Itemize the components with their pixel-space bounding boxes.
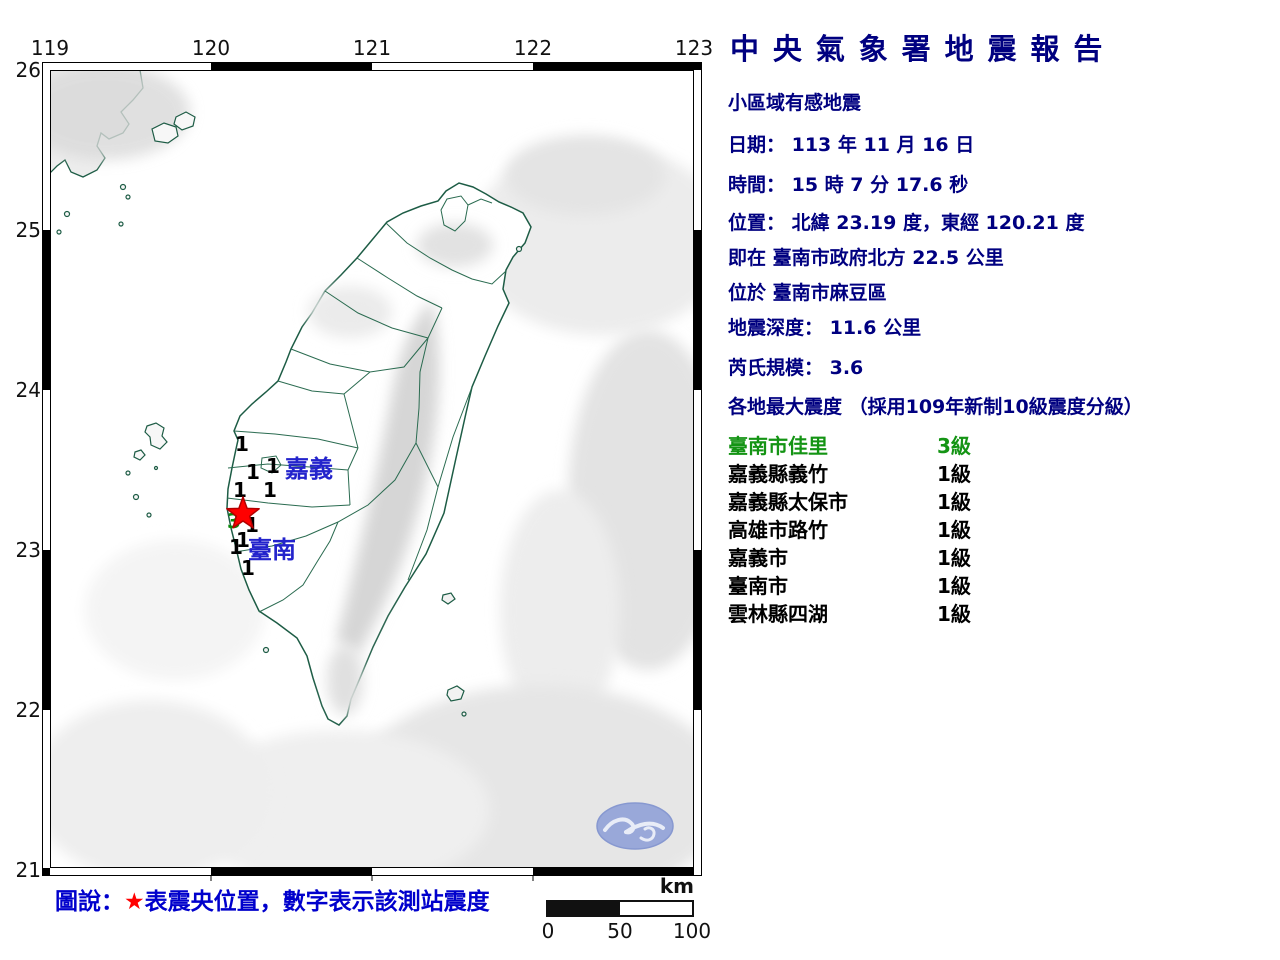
city-labels: 嘉義 臺南 — [248, 455, 333, 564]
report-depth-line: 地震深度： 11.6 公里 — [728, 317, 922, 339]
station-row: 嘉義縣太保市 1級 — [728, 486, 1248, 514]
lat-tick-label: 26 — [16, 58, 41, 82]
station-row: 雲林縣四湖 1級 — [728, 598, 1248, 626]
station-row: 臺南市佳里 3級 — [728, 430, 1248, 458]
lon-tick-label: 119 — [31, 36, 69, 60]
legend-text: 表震央位置，數字表示該測站震度 — [144, 889, 490, 915]
map-station-intensity: 1 — [235, 432, 249, 456]
star-icon: ★ — [124, 889, 145, 915]
terrain-shading — [308, 223, 493, 715]
station-name: 雲林縣四湖 — [728, 602, 828, 626]
longitude-axis-labels: 119 120 121 122 123 — [31, 36, 713, 60]
station-row: 高雄市路竹 1級 — [728, 514, 1248, 542]
minor-islands — [262, 245, 523, 717]
county-boundaries — [226, 195, 507, 613]
penghu-islands — [125, 422, 168, 518]
map-station-intensity: 1 — [263, 478, 277, 502]
station-intensity: 1級 — [937, 518, 971, 542]
lat-tick-label: 24 — [16, 378, 41, 402]
latitude-axis-labels: 26 25 24 23 22 21 — [16, 58, 41, 882]
report-subtitle: 小區域有感地震 — [728, 92, 862, 114]
station-intensity: 1級 — [937, 574, 971, 598]
station-intensity: 1級 — [937, 462, 971, 486]
scalebar-tick-0: 0 — [541, 919, 555, 943]
lon-tick-label: 122 — [514, 36, 552, 60]
map-frame — [42, 62, 702, 881]
map-station-intensity: 1 — [246, 460, 260, 484]
lat-tick-label: 22 — [16, 698, 41, 722]
station-intensity: 3級 — [937, 434, 971, 458]
scalebar-tick-100: 100 — [672, 919, 712, 943]
map-station-intensity: 1 — [229, 535, 243, 559]
map-station-intensity: 1 — [241, 556, 255, 580]
station-intensity-table: 臺南市佳里 3級 嘉義縣義竹 1級 嘉義縣太保市 1級 高雄市路竹 1級 嘉義市 1級 臺南市 1級雲… — [728, 430, 1248, 626]
station-intensity-marks: 1111131111 — [227, 432, 280, 580]
map-station-intensity: 1 — [266, 454, 280, 478]
station-row: 嘉義市 1級 — [728, 542, 1248, 570]
scalebar-bar-filled — [548, 902, 620, 915]
legend-prefix: 圖說： — [55, 889, 124, 915]
map-legend: 圖說：★表震央位置，數字表示該測站震度 — [55, 882, 490, 916]
lat-tick-label: 23 — [16, 538, 41, 562]
station-name: 臺南市 — [728, 574, 788, 598]
lon-tick-label: 123 — [675, 36, 713, 60]
report-time-line: 時間： 15 時 7 分 17.6 秒 — [728, 174, 969, 196]
station-name: 嘉義縣太保市 — [728, 490, 848, 514]
map-station-intensity: 1 — [233, 478, 247, 502]
report-district-line: 位於 臺南市麻豆區 — [728, 282, 887, 304]
report-magnitude-line: 芮氏規模： 3.6 — [728, 357, 864, 379]
lon-tick-label: 121 — [353, 36, 391, 60]
lat-tick-label: 21 — [16, 858, 41, 882]
report-date-line: 日期： 113 年 11 月 16 日 — [728, 134, 975, 156]
epicenter-star-icon — [226, 496, 260, 529]
map-station-intensity: 1 — [236, 528, 250, 552]
station-row: 嘉義縣義竹 1級 — [728, 458, 1248, 486]
scalebar-tick-50: 50 — [607, 919, 633, 943]
city-label-tainan: 臺南 — [248, 536, 296, 564]
station-name: 嘉義縣義竹 — [728, 462, 828, 486]
kinmen-islands — [56, 111, 196, 235]
lat-tick-label: 25 — [16, 218, 41, 242]
station-intensity: 1級 — [937, 602, 971, 626]
report-relative-line: 即在 臺南市政府北方 22.5 公里 — [728, 247, 1004, 269]
map-content: 1111131111 嘉義 臺南 — [50, 70, 694, 868]
station-row: 臺南市 1級 — [728, 570, 1248, 598]
scalebar-unit: km — [659, 874, 694, 898]
map-scalebar: km 0 50 100 — [542, 874, 711, 943]
taiwan-map: 1111131111 嘉義 臺南 — [16, 36, 714, 882]
scalebar-bar — [546, 900, 694, 917]
station-name: 臺南市佳里 — [728, 434, 828, 458]
lon-tick-label: 120 — [192, 36, 230, 60]
station-name: 高雄市路竹 — [728, 518, 828, 542]
station-intensity: 1級 — [937, 546, 971, 570]
station-name: 嘉義市 — [728, 546, 788, 570]
scalebar-ticks: 0 50 100 — [542, 917, 711, 943]
report-intensity-header: 各地最大震度 （採用109年新制10級震度分級） — [728, 396, 1143, 418]
report-title: 中央氣象署地震報告 — [730, 32, 1117, 66]
ocean-shading — [50, 135, 694, 868]
report-location-line: 位置： 北緯 23.19 度，東經 120.21 度 — [728, 212, 1085, 234]
city-label-chiayi: 嘉義 — [285, 455, 333, 483]
cwa-logo-watermark — [596, 802, 674, 850]
report-panel: 中央氣象署地震報告 小區域有感地震 日期： 113 年 11 月 16 日 時間… — [726, 0, 1276, 960]
station-intensity: 1級 — [937, 490, 971, 514]
